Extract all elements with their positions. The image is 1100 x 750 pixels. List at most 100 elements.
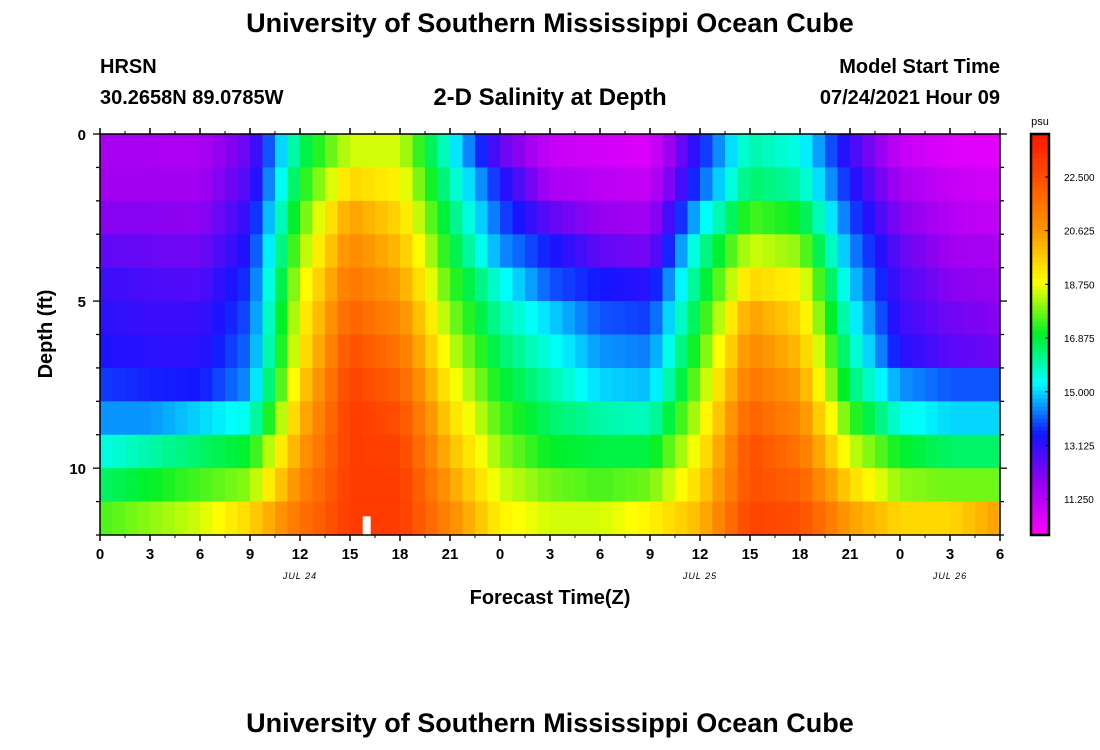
heatmap-cell — [187, 468, 201, 503]
heatmap-cell — [587, 501, 601, 535]
x-tick-label: 0 — [96, 546, 104, 563]
colorbar-swatch — [1031, 142, 1049, 147]
heatmap-cell — [300, 501, 314, 535]
heatmap-cell — [125, 501, 139, 535]
heatmap-cell — [912, 134, 926, 169]
x-tick-label: 3 — [946, 546, 954, 563]
heatmap-cell — [825, 401, 839, 436]
heatmap-cell — [537, 468, 551, 503]
heatmap-cell — [362, 367, 376, 402]
heatmap-cell — [850, 334, 864, 369]
heatmap-cell — [237, 434, 251, 469]
heatmap-cell — [937, 367, 951, 402]
heatmap-cell — [312, 334, 326, 369]
heatmap-cell — [137, 200, 151, 235]
heatmap-cell — [875, 501, 889, 535]
colorbar-swatch — [1031, 422, 1049, 428]
heatmap-cell — [312, 468, 326, 503]
heatmap-cell — [925, 501, 939, 535]
heatmap-cell — [237, 234, 251, 269]
heatmap-cell — [950, 401, 964, 436]
heatmap-cell — [987, 134, 1000, 169]
heatmap-cell — [250, 200, 264, 235]
heatmap-cell — [562, 468, 576, 503]
heatmap-cell — [662, 434, 676, 469]
heatmap-cell — [887, 434, 901, 469]
heatmap-cell — [962, 434, 976, 469]
heatmap-cell — [687, 134, 701, 169]
colorbar-swatch — [1031, 342, 1049, 348]
heatmap-cell — [962, 234, 976, 269]
heatmap-cell — [175, 434, 189, 469]
heatmap-cell — [762, 234, 776, 269]
heatmap-cell — [275, 200, 289, 235]
heatmap-cell — [350, 401, 364, 436]
heatmap-cell — [425, 301, 439, 336]
heatmap-cell — [125, 434, 139, 469]
heatmap-cell — [275, 267, 289, 302]
heatmap-cell — [825, 134, 839, 169]
heatmap-cell — [812, 468, 826, 503]
heatmap-cell — [700, 367, 714, 402]
colorbar-swatch — [1031, 366, 1049, 372]
heatmap-cell — [575, 501, 589, 535]
heatmap-cell — [587, 267, 601, 302]
heatmap-cell — [625, 367, 639, 402]
heatmap-cell — [612, 267, 626, 302]
heatmap-cell — [487, 501, 501, 535]
heatmap-cell — [225, 401, 239, 436]
heatmap-cell — [975, 267, 989, 302]
heatmap-cell — [650, 501, 664, 535]
heatmap-cell — [412, 468, 426, 503]
heatmap-cell — [725, 234, 739, 269]
heatmap-cell — [425, 200, 439, 235]
heatmap-cell — [412, 234, 426, 269]
heatmap-cell — [300, 401, 314, 436]
heatmap-cell — [375, 301, 389, 336]
heatmap-cell — [900, 468, 914, 503]
heatmap-cell — [675, 200, 689, 235]
heatmap-cell — [900, 501, 914, 535]
heatmap-cell — [325, 134, 339, 169]
heatmap-cell — [312, 367, 326, 402]
heatmap-cell — [712, 334, 726, 369]
heatmap-cell — [387, 301, 401, 336]
heatmap-cell — [737, 234, 751, 269]
heatmap-cell — [725, 334, 739, 369]
heatmap-cell — [162, 134, 176, 169]
heatmap-cell — [225, 301, 239, 336]
heatmap-cell — [612, 434, 626, 469]
heatmap-cell — [650, 234, 664, 269]
heatmap-cell — [725, 267, 739, 302]
heatmap-cell — [787, 301, 801, 336]
heatmap-cell — [300, 234, 314, 269]
heatmap-cell — [750, 334, 764, 369]
colorbar-swatch — [1031, 358, 1049, 364]
heatmap-cell — [137, 468, 151, 503]
colorbar-swatch — [1031, 454, 1049, 460]
heatmap-cell — [975, 334, 989, 369]
heatmap-cell — [425, 234, 439, 269]
heatmap-cell — [387, 234, 401, 269]
heatmap-cell — [812, 234, 826, 269]
heatmap-cell — [862, 200, 876, 235]
heatmap-cell — [737, 401, 751, 436]
heatmap-cell — [187, 301, 201, 336]
heatmap-cell — [587, 401, 601, 436]
heatmap-cell — [275, 167, 289, 202]
heatmap-cell — [787, 501, 801, 535]
heatmap-cell — [212, 334, 226, 369]
heatmap-cell — [225, 134, 239, 169]
heatmap-cell — [287, 301, 301, 336]
heatmap-cell — [425, 267, 439, 302]
heatmap-cell — [250, 301, 264, 336]
colorbar-swatch — [1031, 522, 1049, 528]
colorbar-swatch — [1031, 222, 1049, 227]
heatmap-cell — [100, 134, 114, 169]
heatmap-cell — [475, 501, 489, 535]
heatmap-cell — [162, 468, 176, 503]
heatmap-cell — [662, 367, 676, 402]
colorbar-swatch — [1031, 466, 1049, 472]
colorbar-swatch — [1031, 278, 1049, 283]
colorbar-swatch — [1031, 486, 1049, 492]
